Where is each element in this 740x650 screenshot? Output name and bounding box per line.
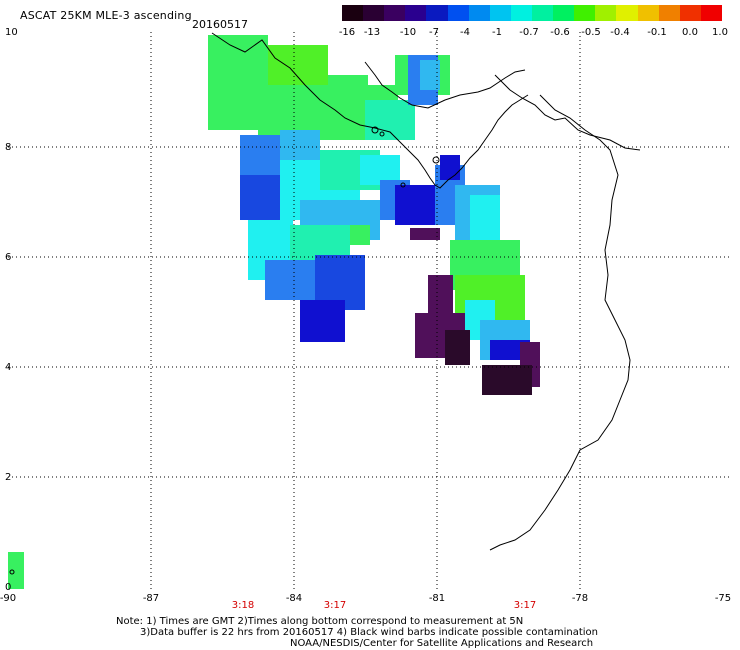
wind-data-cell	[445, 330, 470, 365]
coastline	[211, 32, 641, 551]
longitude-label: -78	[571, 593, 589, 604]
colorbar-swatch	[700, 5, 722, 21]
colorbar-label: -4	[460, 27, 470, 38]
wind-data-cell	[395, 185, 435, 225]
colorbar-swatch	[658, 5, 680, 21]
latitude-label: 10	[5, 27, 18, 38]
pass-time-label: 3:17	[513, 600, 537, 611]
wind-data-cell	[8, 552, 24, 589]
longitude-label: -75	[714, 593, 732, 604]
colorbar-swatch	[679, 5, 701, 21]
colorbar-swatch	[574, 5, 596, 21]
colorbar-label: -0.4	[610, 27, 630, 38]
wind-data-cell	[280, 130, 320, 160]
lat-lon-grid	[8, 32, 730, 590]
wind-data-cell	[410, 228, 440, 240]
colorbar-swatch	[426, 5, 448, 21]
wind-data-cell	[470, 195, 500, 245]
colorbar-swatch	[489, 5, 511, 21]
wind-data-cells	[8, 35, 540, 589]
colorbar	[342, 5, 722, 21]
colorbar-label: -0.5	[581, 27, 601, 38]
longitude-label: -90	[0, 593, 17, 604]
colorbar-swatch	[510, 5, 532, 21]
latitude-label: 4	[5, 362, 12, 373]
note-line-1: Note: 1) Times are GMT 2)Times along bot…	[116, 616, 524, 627]
wind-data-cell	[428, 275, 453, 315]
colorbar-label: -16	[338, 27, 356, 38]
wind-data-cell	[365, 100, 415, 140]
colorbar-label: -7	[429, 27, 439, 38]
wind-data-cell	[350, 225, 370, 245]
colorbar-label: -1	[492, 27, 502, 38]
islands	[9, 126, 440, 575]
coastline-colombia-north	[494, 74, 641, 151]
colorbar-swatch	[447, 5, 469, 21]
coastline-nicaragua-pacific	[364, 61, 526, 109]
longitude-label: -81	[428, 593, 446, 604]
pass-time-label: 3:18	[231, 600, 255, 611]
colorbar-label: -0.1	[647, 27, 667, 38]
colorbar-swatch	[405, 5, 427, 21]
colorbar-swatch	[384, 5, 406, 21]
map-date: 20160517	[192, 18, 248, 31]
note-line-2: 3)Data buffer is 22 hrs from 20160517 4)…	[140, 627, 598, 638]
colorbar-swatch	[637, 5, 659, 21]
note-line-3: NOAA/NESDIS/Center for Satellite Applica…	[290, 638, 594, 649]
wind-data-cell	[482, 365, 532, 395]
colorbar-swatch	[531, 5, 554, 21]
colorbar-swatch	[616, 5, 638, 21]
latitude-label: 2	[5, 472, 12, 483]
colorbar-swatch	[595, 5, 617, 21]
colorbar-label: -0.6	[550, 27, 570, 38]
wind-data-cell	[420, 60, 440, 90]
longitude-label: -84	[285, 593, 303, 604]
pass-time-label: 3:17	[323, 600, 347, 611]
longitude-label: -87	[142, 593, 160, 604]
map-title: ASCAT 25KM MLE-3 ascending	[20, 9, 192, 22]
colorbar-label: 0.0	[682, 27, 698, 38]
latitude-label: 6	[5, 252, 12, 263]
colorbar-swatch	[468, 5, 490, 21]
latitude-label: 8	[5, 142, 12, 153]
colorbar-label: -13	[363, 27, 381, 38]
wind-data-cell	[440, 155, 460, 180]
colorbar-label: -0.7	[519, 27, 539, 38]
coastline-south-america-pacific	[489, 94, 631, 551]
colorbar-swatch	[363, 5, 385, 21]
colorbar-label: 1.0	[712, 27, 728, 38]
wind-data-cell	[300, 300, 345, 342]
colorbar-swatch	[342, 5, 364, 21]
colorbar-swatch	[553, 5, 575, 21]
wind-data-cell	[265, 260, 315, 300]
latitude-label: 0	[5, 582, 12, 593]
coastline-central-america	[211, 32, 529, 189]
colorbar-label: -10	[399, 27, 417, 38]
